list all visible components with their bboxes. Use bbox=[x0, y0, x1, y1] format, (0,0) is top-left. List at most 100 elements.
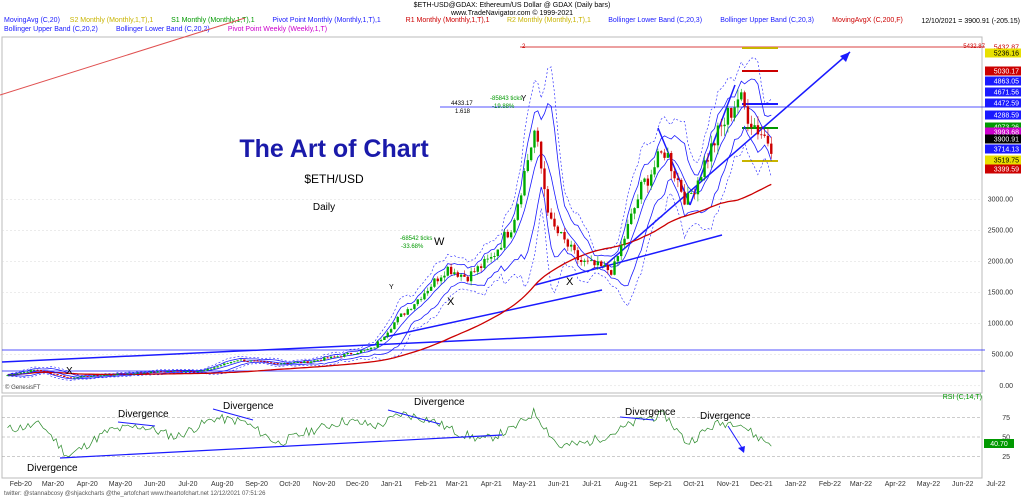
divergence-label-2: Divergence bbox=[223, 401, 274, 412]
pattern-label-y-1: Y bbox=[521, 94, 527, 103]
candle-body bbox=[349, 353, 353, 355]
price-tag-label: 3900.91 bbox=[994, 137, 1019, 144]
candle-body bbox=[433, 278, 436, 287]
candle-body bbox=[720, 125, 723, 127]
candle-body bbox=[523, 171, 526, 196]
candle-body bbox=[770, 143, 773, 154]
candle-body bbox=[463, 274, 466, 277]
candle-body bbox=[343, 354, 346, 357]
candle-body bbox=[359, 350, 363, 353]
candle-body bbox=[183, 371, 186, 373]
candle-body bbox=[229, 362, 233, 364]
time-axis: Feb-20 Mar-20 Apr-20 May-20 Jun-20 Jul-20 Aug-… bbox=[10, 481, 1006, 488]
candle-body bbox=[143, 372, 146, 374]
candle-body bbox=[26, 371, 29, 373]
candle-body bbox=[650, 174, 653, 186]
candle-body bbox=[376, 341, 379, 348]
trendline-support-2 bbox=[384, 289, 603, 338]
candle-body bbox=[213, 367, 216, 369]
data-provider-label: © GenesisFT bbox=[5, 384, 41, 391]
candle-body bbox=[189, 371, 193, 372]
candle-body bbox=[166, 371, 169, 373]
legend-item: MovingAvg (C,20) bbox=[4, 17, 60, 24]
candle-body bbox=[446, 266, 449, 276]
candle-body bbox=[263, 361, 266, 363]
measure-ticks-mid: -68542 ticks bbox=[400, 236, 432, 242]
candle-body bbox=[99, 375, 103, 377]
rsi-level-label: 25 bbox=[1002, 454, 1010, 461]
candle-body bbox=[416, 299, 419, 305]
legend-item: Pivot Point Monthly (Monthly,1,T),1 bbox=[272, 17, 381, 24]
candle-body bbox=[459, 274, 463, 277]
legend-item: Bollinger Lower Band (C,20,3) bbox=[608, 17, 702, 24]
candle-body bbox=[630, 213, 633, 224]
divergence-label-3: Divergence bbox=[414, 397, 465, 408]
y-tick-label: 3000.00 bbox=[988, 196, 1013, 203]
candle-body bbox=[426, 290, 429, 294]
x-tick-label: Nov-21 bbox=[717, 481, 740, 488]
candle-body bbox=[33, 369, 36, 371]
chart-header-source: www.TradeNavigator.com © 1999-2021 bbox=[450, 9, 573, 17]
candle-body bbox=[246, 361, 249, 363]
bollinger-band-line bbox=[7, 141, 772, 381]
price-tag-label: 3714.13 bbox=[994, 147, 1019, 154]
candle-body bbox=[736, 99, 740, 108]
candle-body bbox=[386, 332, 389, 337]
candle-body bbox=[76, 377, 79, 379]
candle-body bbox=[466, 276, 469, 282]
x-tick-label: Feb-22 bbox=[819, 481, 841, 488]
legend-item: Pivot Point Weekly (Weekly,1,T) bbox=[228, 26, 327, 33]
candle-body bbox=[319, 360, 323, 361]
x-tick-label: Oct-21 bbox=[683, 481, 704, 488]
candle-body bbox=[129, 373, 133, 375]
x-tick-label: May-21 bbox=[513, 481, 536, 488]
candle-body bbox=[133, 373, 136, 375]
candle-body bbox=[326, 357, 329, 359]
x-tick-label: Jan-22 bbox=[785, 481, 807, 488]
candle-body bbox=[243, 359, 246, 362]
divergence-label-4: Divergence bbox=[625, 407, 676, 418]
rsi-levels: 75 50 25 bbox=[2, 415, 1010, 461]
candle-body bbox=[733, 107, 736, 118]
candle-body bbox=[279, 363, 283, 365]
candle-body bbox=[730, 107, 733, 118]
candle-body bbox=[363, 349, 366, 351]
candle-body bbox=[353, 354, 356, 355]
pattern-label-x-2: X bbox=[566, 276, 574, 288]
candle-body bbox=[406, 309, 409, 315]
candle-body bbox=[686, 193, 690, 205]
rsi-level-label: 75 bbox=[1002, 415, 1010, 422]
price-tag bbox=[985, 134, 1021, 144]
candle-body bbox=[766, 135, 770, 144]
pattern-label-x-3: X bbox=[66, 366, 73, 377]
chart-header-quote: 12/10/2021 = 3900.91 (-205.15) bbox=[921, 18, 1020, 25]
candle-body bbox=[676, 178, 680, 180]
candle-body bbox=[666, 152, 670, 158]
candle-body bbox=[156, 371, 159, 373]
candle-body bbox=[723, 124, 726, 127]
candle-body bbox=[750, 123, 753, 128]
candle-body bbox=[356, 352, 359, 355]
candle-body bbox=[123, 374, 126, 375]
candle-body bbox=[93, 375, 96, 377]
candle-body bbox=[743, 92, 746, 107]
footer-credits: twitter: @stannabcosy @shjackcharts @the… bbox=[4, 491, 266, 497]
projection-arrowhead bbox=[840, 52, 850, 62]
y-tick-label: 500.00 bbox=[992, 352, 1014, 359]
trendline-support-3 bbox=[534, 234, 723, 286]
candle-body bbox=[169, 371, 173, 373]
candle-body bbox=[296, 361, 299, 363]
candle-body bbox=[543, 168, 546, 190]
candle-body bbox=[606, 265, 610, 271]
candle-body bbox=[306, 361, 309, 363]
candle-body bbox=[539, 141, 543, 169]
candle-body bbox=[136, 372, 139, 374]
candle-body bbox=[223, 363, 226, 366]
candle-body bbox=[673, 171, 676, 179]
rsi-line bbox=[7, 407, 772, 458]
candle-body bbox=[146, 372, 149, 374]
candle-body bbox=[519, 195, 523, 205]
measure-ticks-top: -85843 ticks bbox=[490, 96, 522, 102]
x-tick-label: Jul-20 bbox=[178, 481, 197, 488]
candle-body bbox=[259, 360, 263, 362]
